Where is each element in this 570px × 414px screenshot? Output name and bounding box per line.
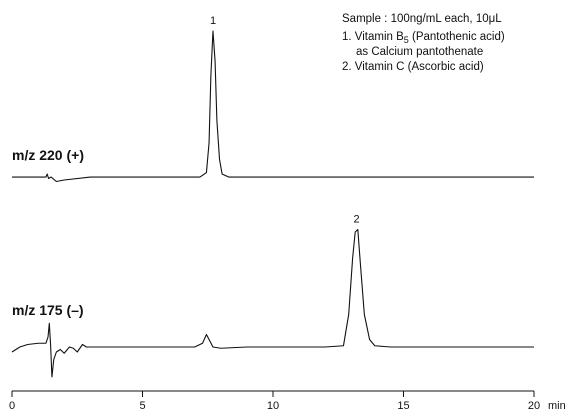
peak-label-1: 1 (210, 15, 216, 27)
trace-label-mz220: m/z 220 (+) (12, 147, 84, 163)
x-tick-label-5: 5 (139, 400, 145, 412)
peak-label-2: 2 (353, 214, 359, 226)
annotation-compound-1: 1. Vitamin B5 (Pantothenic acid) (342, 31, 505, 45)
annotation-compound-2: 2. Vitamin C (Ascorbic acid) (342, 61, 484, 73)
trace-label-mz175: m/z 175 (–) (12, 302, 84, 318)
x-ticks: 0 5 10 15 20 min (9, 391, 566, 412)
x-tick-label-20: 20 (528, 400, 540, 412)
x-tick-label-15: 15 (397, 400, 409, 412)
annotation-compound-1-prefix: 1. Vitamin B (342, 31, 404, 43)
x-axis: 0 5 10 15 20 min (9, 390, 566, 412)
trace-line-1 (12, 30, 534, 183)
trace-line-2 (11, 228, 534, 378)
x-tick-label-10: 10 (267, 400, 279, 412)
x-tick-label-0: 0 (9, 400, 15, 412)
annotation-compound-1-suffix: (Pantothenic acid) (409, 31, 505, 43)
annotation-sample: Sample : 100ng/mL each, 10μL (342, 13, 502, 25)
x-axis-unit-label: min (548, 400, 566, 412)
annotation-compound-1-line2: as Calcium pantothenate (356, 46, 483, 58)
sample-annotation: Sample : 100ng/mL each, 10μL 1. Vitamin … (342, 13, 505, 73)
traces-group (11, 30, 534, 378)
annotation-compound-1-subscript: 5 (404, 35, 409, 45)
